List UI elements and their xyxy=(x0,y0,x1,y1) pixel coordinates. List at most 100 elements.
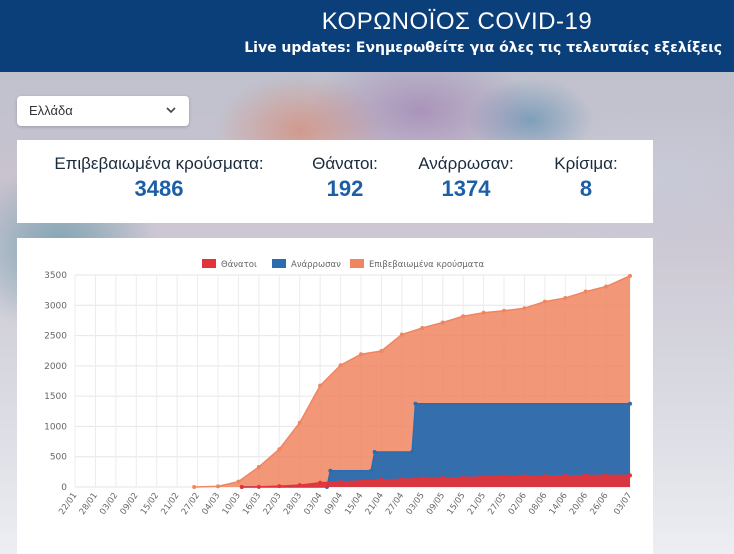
legend-swatch xyxy=(350,259,364,268)
x-tick-label: 27/02 xyxy=(180,491,202,517)
x-tick-label: 15/02 xyxy=(139,491,161,517)
data-point-2 xyxy=(522,306,527,311)
data-point-2 xyxy=(563,295,568,300)
data-point-2 xyxy=(628,273,632,278)
x-tick-label: 21/05 xyxy=(466,491,488,517)
data-point-0 xyxy=(461,475,466,480)
data-point-0 xyxy=(563,473,568,478)
x-tick-label: 22/01 xyxy=(57,491,79,517)
data-point-0 xyxy=(542,474,547,479)
y-tick-label: 1000 xyxy=(44,422,67,432)
data-point-0 xyxy=(522,474,527,479)
y-tick-label: 2500 xyxy=(44,332,67,342)
x-tick-label: 21/02 xyxy=(159,491,181,517)
legend-label: Ανάρρωσαν xyxy=(291,260,341,270)
chart-panel: 0 500 1000 1500 2000 2500 3000 3500 22/01 28/01 03… xyxy=(17,238,653,554)
x-tick-label: 08/06 xyxy=(527,491,549,517)
data-point-1 xyxy=(328,468,333,473)
legend-label: Επιβεβαιωμένα κρούσματα xyxy=(369,259,484,270)
data-point-0 xyxy=(359,478,364,483)
data-point-0 xyxy=(338,479,343,484)
y-tick-label: 2000 xyxy=(44,362,67,372)
data-point-1 xyxy=(372,450,377,455)
data-point-0 xyxy=(628,473,632,478)
stat-recovered: Ανάρρωσαν: 1374 xyxy=(401,154,531,202)
stat-critical: Κρίσιμα: 8 xyxy=(541,154,631,202)
x-tick-label: 28/01 xyxy=(78,491,100,517)
country-select[interactable]: Ελλάδα xyxy=(17,96,189,126)
x-tick-label: 10/03 xyxy=(221,491,243,517)
x-tick-label: 27/05 xyxy=(486,491,508,517)
data-point-0 xyxy=(399,477,404,482)
data-point-1 xyxy=(410,450,415,455)
stat-recovered-label: Ανάρρωσαν: xyxy=(418,154,514,173)
data-point-2 xyxy=(399,332,404,337)
series-area-1 xyxy=(241,403,630,487)
data-point-0 xyxy=(583,473,588,478)
y-tick-label: 3500 xyxy=(44,271,67,281)
x-tick-label: 15/05 xyxy=(445,491,467,517)
x-tick-label: 26/06 xyxy=(588,491,610,517)
x-tick-label: 03/05 xyxy=(405,491,427,517)
x-tick-label: 04/03 xyxy=(200,491,222,517)
data-point-2 xyxy=(440,320,445,325)
series-area-0 xyxy=(241,475,630,487)
legend-swatch xyxy=(202,259,216,268)
data-point-2 xyxy=(583,289,588,294)
page-subtitle: Live updates: Ενημερωθείτε για όλες τις … xyxy=(244,40,722,56)
data-point-2 xyxy=(256,464,261,469)
x-tick-label: 15/04 xyxy=(343,491,365,517)
x-tick-label: 16/03 xyxy=(241,491,263,517)
x-tick-label: 28/03 xyxy=(282,491,304,517)
data-point-1 xyxy=(369,468,374,473)
data-point-1 xyxy=(413,401,418,406)
data-point-2 xyxy=(216,484,221,489)
data-point-2 xyxy=(502,308,507,313)
data-point-2 xyxy=(297,420,302,425)
stat-confirmed: Επιβεβαιωμένα κρούσματα: 3486 xyxy=(49,154,269,202)
x-tick-label: 09/05 xyxy=(425,491,447,517)
x-tick-label: 03/04 xyxy=(302,491,324,517)
y-tick-label: 500 xyxy=(50,453,67,463)
data-point-2 xyxy=(461,314,466,319)
y-tick-label: 1500 xyxy=(44,392,67,402)
data-point-2 xyxy=(338,363,343,368)
series-line-2 xyxy=(194,275,631,488)
data-point-0 xyxy=(318,480,323,485)
data-point-2 xyxy=(379,349,384,354)
data-point-0 xyxy=(297,483,302,488)
stat-recovered-value: 1374 xyxy=(441,176,491,201)
stat-deaths-label: Θάνατοι: xyxy=(312,154,378,173)
chevron-down-icon xyxy=(166,107,176,114)
data-point-0 xyxy=(277,484,282,489)
page-header: ΚΟΡΩΝΟΪΟΣ COVID-19 Live updates: Ενημερω… xyxy=(0,0,734,72)
data-point-2 xyxy=(318,383,323,388)
stat-critical-value: 8 xyxy=(579,176,593,201)
data-point-0 xyxy=(420,476,425,481)
data-point-2 xyxy=(192,484,197,489)
data-point-0 xyxy=(502,474,507,479)
data-point-0 xyxy=(440,475,445,480)
data-point-0 xyxy=(239,485,244,489)
x-tick-label: 03/07 xyxy=(612,491,634,517)
data-point-2 xyxy=(277,447,282,452)
legend-swatch xyxy=(272,259,286,268)
data-point-2 xyxy=(359,352,364,357)
series-line-0 xyxy=(241,474,631,488)
x-tick-label: 14/06 xyxy=(548,491,570,517)
data-point-2 xyxy=(481,310,486,315)
stat-confirmed-label: Επιβεβαιωμένα κρούσματα: xyxy=(54,154,264,173)
country-select-value: Ελλάδα xyxy=(29,103,73,118)
x-tick-label: 02/06 xyxy=(507,491,529,517)
y-tick-label: 3000 xyxy=(44,301,67,311)
y-tick-label: 0 xyxy=(61,483,67,493)
stat-critical-label: Κρίσιμα: xyxy=(554,154,618,173)
data-point-2 xyxy=(604,284,609,289)
data-point-0 xyxy=(256,484,261,489)
data-point-1 xyxy=(628,401,632,406)
x-tick-label: 21/04 xyxy=(364,491,386,517)
data-point-2 xyxy=(542,299,547,304)
data-point-2 xyxy=(420,325,425,330)
x-tick-label: 22/03 xyxy=(262,491,284,517)
data-point-0 xyxy=(481,474,486,479)
